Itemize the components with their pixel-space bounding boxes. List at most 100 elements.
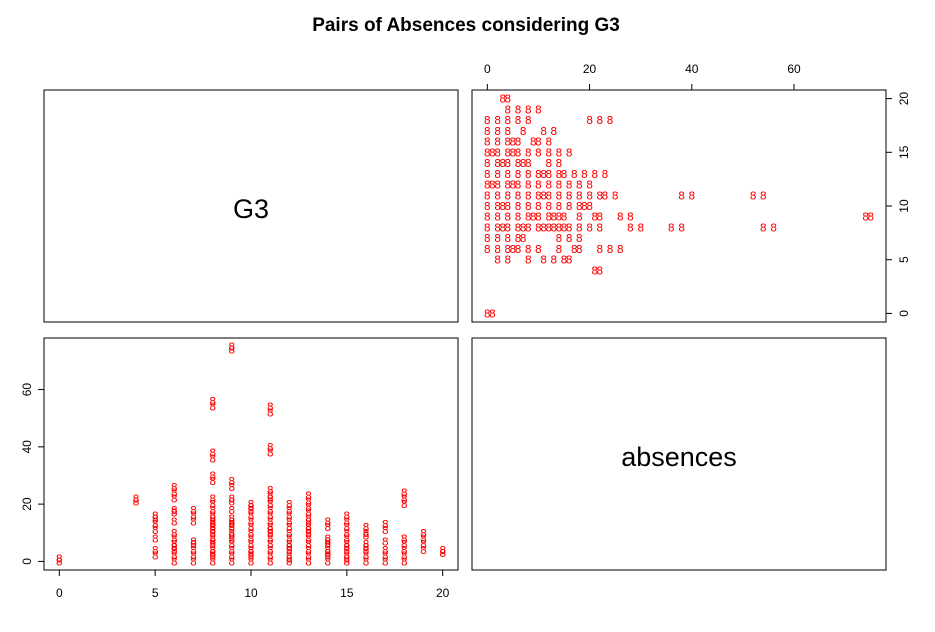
- data-point: 8: [596, 243, 603, 256]
- data-point: 8: [286, 533, 293, 546]
- x-axis-G3-bottom: 0 5 10 15 20: [56, 569, 450, 600]
- data-point: 8: [607, 243, 614, 256]
- data-point: 8: [324, 550, 331, 563]
- data-point: 8: [601, 189, 608, 202]
- data-point: 8: [494, 125, 501, 138]
- tick-label: 60: [20, 383, 34, 397]
- data-point: 8: [525, 103, 532, 116]
- data-point: 8: [209, 538, 216, 551]
- data-point: 8: [228, 512, 235, 525]
- data-point: 8: [363, 544, 370, 557]
- data-point: 8: [586, 114, 593, 127]
- data-point: 8: [439, 544, 446, 557]
- data-point: 8: [525, 114, 532, 127]
- data-point: 8: [228, 521, 235, 534]
- data-point: 8: [190, 550, 197, 563]
- data-point: 8: [305, 550, 312, 563]
- data-point: 8: [494, 222, 501, 235]
- data-point: 8: [525, 168, 532, 181]
- panel-frame: [43, 89, 459, 323]
- data-point: 8: [267, 407, 274, 420]
- data-point: 8: [363, 521, 370, 534]
- data-point: 8: [363, 530, 370, 543]
- data-point: 8: [555, 168, 562, 181]
- data-point: 8: [596, 222, 603, 235]
- data-point: 8: [286, 527, 293, 540]
- data-point: 8: [190, 538, 197, 551]
- data-point: 8: [494, 179, 501, 192]
- tick-label: 0: [484, 62, 491, 76]
- data-point: 8: [152, 544, 159, 557]
- data-point: 8: [596, 114, 603, 127]
- data-point: 8: [382, 524, 389, 537]
- data-point: 8: [56, 555, 63, 568]
- data-point: 8: [228, 341, 235, 354]
- data-point: 8: [555, 222, 562, 235]
- data-point: 8: [484, 189, 491, 202]
- data-point: 8: [862, 211, 869, 224]
- data-point: 8: [550, 211, 557, 224]
- data-point: 8: [867, 211, 874, 224]
- data-point: 8: [56, 553, 63, 566]
- data-point: 8: [591, 168, 598, 181]
- data-point: 8: [343, 553, 350, 566]
- tick-label: 5: [897, 256, 911, 263]
- data-point: 8: [509, 243, 516, 256]
- data-point: 8: [420, 544, 427, 557]
- data-point: 8: [209, 498, 216, 511]
- data-point: 8: [248, 498, 255, 511]
- data-point: 8: [267, 401, 274, 414]
- data-point: 8: [267, 498, 274, 511]
- data-point: 8: [267, 510, 274, 523]
- data-point: 8: [596, 211, 603, 224]
- data-point: 8: [545, 189, 552, 202]
- data-point: 8: [515, 211, 522, 224]
- data-point: 8: [607, 114, 614, 127]
- tick-label: 60: [787, 62, 801, 76]
- data-point: 8: [540, 189, 547, 202]
- tick-label: 0: [20, 558, 34, 565]
- panel-absences-label: absences: [471, 337, 887, 571]
- data-point: 8: [363, 550, 370, 563]
- data-point: 8: [190, 515, 197, 528]
- data-point: 8: [515, 232, 522, 245]
- data-point: 8: [678, 222, 685, 235]
- panel-frame: [471, 337, 887, 571]
- data-point: 8: [535, 243, 542, 256]
- data-point: 8: [555, 200, 562, 213]
- y-axis-absences-left: 0 20 40 60: [20, 383, 45, 565]
- data-point: 8: [525, 243, 532, 256]
- data-point: 8: [209, 535, 216, 548]
- data-point: 8: [305, 527, 312, 540]
- data-point: 8: [561, 211, 568, 224]
- data-point: 8: [401, 487, 408, 500]
- data-point: 8: [489, 179, 496, 192]
- data-point: 8: [267, 441, 274, 454]
- data-point: 8: [228, 504, 235, 517]
- data-point: 8: [286, 553, 293, 566]
- data-point: 8: [171, 507, 178, 520]
- data-point: 8: [545, 168, 552, 181]
- data-point: 8: [504, 232, 511, 245]
- data-point: 8: [525, 189, 532, 202]
- data-point: 8: [504, 168, 511, 181]
- data-point: 8: [267, 544, 274, 557]
- data-point: 8: [248, 550, 255, 563]
- data-point: 8: [209, 510, 216, 523]
- data-point: 8: [382, 535, 389, 548]
- tick-label: 0: [56, 586, 63, 600]
- data-point: 8: [484, 168, 491, 181]
- data-point: 8: [525, 179, 532, 192]
- data-point: 8: [228, 555, 235, 568]
- tick-label: 20: [897, 92, 911, 106]
- data-point: 8: [504, 146, 511, 159]
- data-point: 8: [228, 544, 235, 557]
- data-point: 8: [571, 243, 578, 256]
- data-point: 8: [555, 179, 562, 192]
- tick-label: 40: [685, 62, 699, 76]
- data-point: 8: [576, 243, 583, 256]
- data-point: 8: [343, 538, 350, 551]
- data-point: 8: [420, 533, 427, 546]
- data-point: 8: [617, 243, 624, 256]
